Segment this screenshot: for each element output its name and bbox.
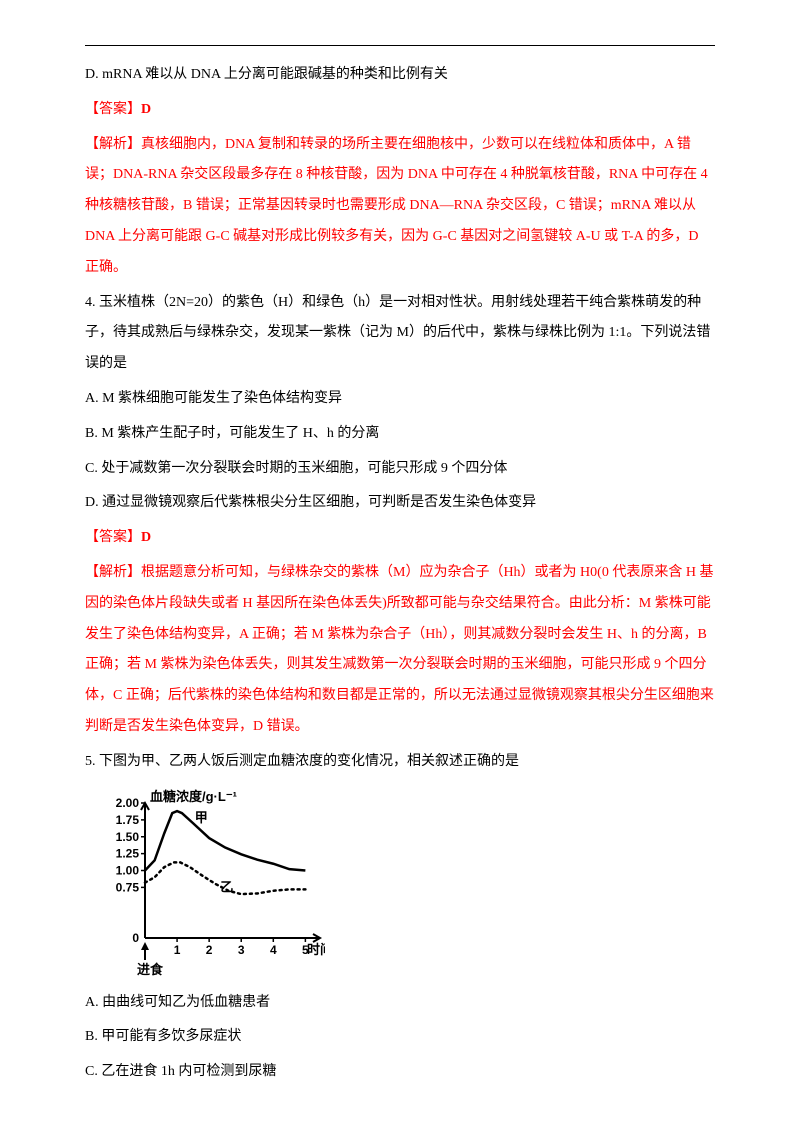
- svg-text:0: 0: [132, 931, 139, 945]
- svg-text:0.75: 0.75: [116, 880, 140, 894]
- q4-option-c: C. 处于减数第一次分裂联会时期的玉米细胞，可能只形成 9 个四分体: [85, 454, 715, 485]
- q4-explanation: 【解析】根据题意分析可知，与绿株杂交的紫株（M）应为杂合子（Hh）或者为 H0(…: [85, 558, 715, 743]
- q4-option-b: B. M 紫株产生配子时，可能发生了 H、h 的分离: [85, 419, 715, 450]
- svg-text:3: 3: [238, 943, 245, 957]
- svg-text:时间/h: 时间/h: [307, 942, 325, 957]
- q5-option-b: B. 甲可能有多饮多尿症状: [85, 1022, 715, 1053]
- q3-explanation: 【解析】真核细胞内，DNA 复制和转录的场所主要在细胞核中，少数可以在线粒体和质…: [85, 130, 715, 284]
- explain-label: 【解析】: [85, 137, 141, 152]
- blood-glucose-chart: 血糖浓度/g·L⁻¹00.751.001.251.501.752.0012345…: [85, 788, 715, 978]
- svg-text:1.25: 1.25: [116, 846, 140, 860]
- svg-text:进食: 进食: [137, 962, 164, 977]
- svg-text:1.75: 1.75: [116, 812, 140, 826]
- svg-text:乙: 乙: [220, 879, 233, 894]
- answer-letter: D: [141, 530, 151, 545]
- q3-answer: 【答案】D: [85, 95, 715, 126]
- q5-option-c: C. 乙在进食 1h 内可检测到尿糖: [85, 1057, 715, 1088]
- q4-stem: 4. 玉米植株（2N=20）的紫色（H）和绿色（h）是一对相对性状。用射线处理若…: [85, 288, 715, 380]
- q3-option-d: D. mRNA 难以从 DNA 上分离可能跟碱基的种类和比例有关: [85, 60, 715, 91]
- q4-option-a: A. M 紫株细胞可能发生了染色体结构变异: [85, 384, 715, 415]
- svg-text:甲: 甲: [195, 809, 208, 824]
- svg-text:1: 1: [174, 943, 181, 957]
- q4-option-d: D. 通过显微镜观察后代紫株根尖分生区细胞，可判断是否发生染色体变异: [85, 488, 715, 519]
- q4-answer: 【答案】D: [85, 523, 715, 554]
- answer-letter: D: [141, 102, 151, 117]
- svg-text:2: 2: [206, 943, 213, 957]
- q5-option-a: A. 由曲线可知乙为低血糖患者: [85, 988, 715, 1019]
- explain-body: 根据题意分析可知，与绿株杂交的紫株（M）应为杂合子（Hh）或者为 H0(0 代表…: [85, 565, 714, 734]
- answer-label: 【答案】: [85, 530, 141, 545]
- svg-text:1.00: 1.00: [116, 863, 140, 877]
- q5-stem: 5. 下图为甲、乙两人饭后测定血糖浓度的变化情况，相关叙述正确的是: [85, 747, 715, 778]
- explain-body: 真核细胞内，DNA 复制和转录的场所主要在细胞核中，少数可以在线粒体和质体中，A…: [85, 137, 708, 275]
- svg-text:2.00: 2.00: [116, 796, 140, 810]
- answer-label: 【答案】: [85, 102, 141, 117]
- svg-text:血糖浓度/g·L⁻¹: 血糖浓度/g·L⁻¹: [150, 789, 237, 804]
- svg-text:4: 4: [270, 943, 277, 957]
- explain-label: 【解析】: [85, 565, 141, 580]
- svg-text:1.50: 1.50: [116, 829, 140, 843]
